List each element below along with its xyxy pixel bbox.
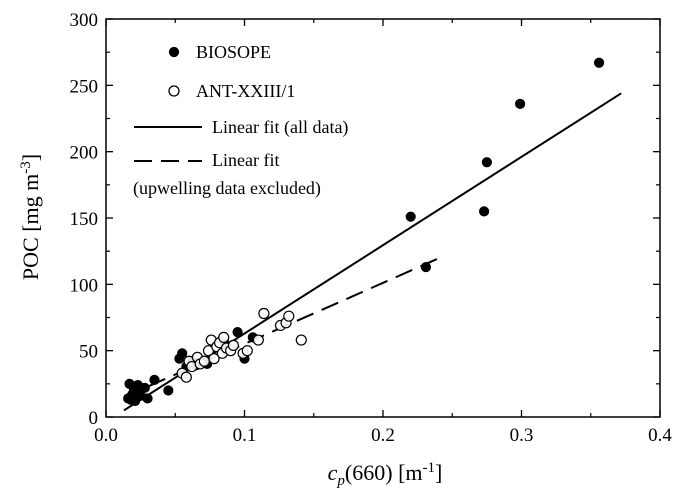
x-tick-label: 0.3 [510, 425, 534, 446]
legend-label-fit-all: Linear fit (all data) [212, 117, 348, 138]
point-biosope [515, 98, 526, 110]
x-axis-title: cp(660) [m-1] [328, 460, 443, 489]
legend-marker-ant [168, 85, 180, 97]
axis-ticks: 0.0 0.1 0.2 0.3 0.4 0 50 100 150 200 250 300 [70, 10, 673, 446]
y-tick-label: 0 [89, 408, 99, 429]
point-ant-xxiii-1 [252, 334, 264, 346]
legend-marker-biosope [168, 46, 180, 58]
point-ant-xxiii-1 [218, 331, 230, 343]
point-biosope [177, 348, 188, 359]
point-biosope [479, 206, 490, 217]
point-biosope [149, 374, 160, 385]
point-biosope [142, 393, 153, 404]
point-ant-xxiii-1 [198, 355, 210, 367]
legend-label-fit-excluded-note: (upwelling data excluded) [133, 178, 321, 199]
y-tick-label: 150 [70, 209, 99, 230]
point-biosope [593, 57, 605, 68]
point-biosope [139, 382, 150, 393]
point-ant-xxiii-1 [295, 334, 307, 346]
y-tick-label: 50 [79, 342, 98, 363]
y-tick-label: 300 [70, 10, 99, 31]
y-tick-label: 100 [70, 275, 99, 296]
point-ant-xxiii-1 [258, 307, 270, 320]
y-tick-label: 200 [70, 143, 99, 164]
x-tick-label: 0.1 [233, 425, 257, 446]
point-biosope [232, 326, 243, 338]
point-biosope [405, 211, 416, 222]
point-ant-xxiii-1 [208, 353, 220, 365]
x-tick-label: 0.0 [94, 425, 118, 446]
y-tick-label: 250 [70, 76, 99, 97]
point-ant-xxiii-1 [180, 371, 192, 383]
x-tick-label: 0.2 [371, 425, 395, 446]
point-biosope [420, 261, 432, 273]
x-tick-label: 0.4 [648, 425, 672, 446]
point-ant-xxiii-1 [241, 345, 253, 357]
point-ant-xxiii-1 [283, 310, 295, 322]
data-points [123, 57, 605, 407]
legend: BIOSOPE ANT-XXIII/1 Linear fit (all data… [133, 42, 348, 199]
point-biosope [481, 157, 492, 168]
point-biosope [163, 385, 174, 396]
point-ant-xxiii-1 [227, 339, 240, 351]
legend-label-ant: ANT-XXIII/1 [196, 81, 295, 101]
y-axis-title: POC [mg m-3] [18, 154, 43, 280]
legend-label-fit-excluded: Linear fit [212, 150, 279, 170]
legend-label-biosope: BIOSOPE [196, 42, 271, 62]
